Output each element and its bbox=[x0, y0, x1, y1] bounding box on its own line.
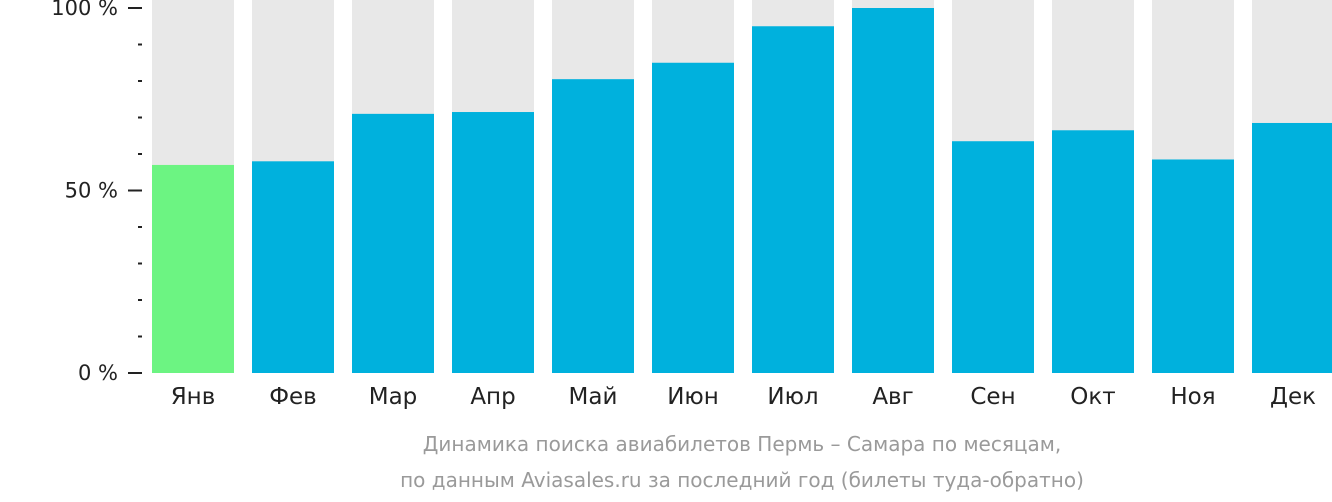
x-tick-label: Окт bbox=[1070, 384, 1115, 410]
x-axis-labels: Янв Фев Мар Апр Май Июн Июл Авг Сен Окт Ноя Дек bbox=[171, 384, 1316, 410]
x-tick-label: Ноя bbox=[1170, 384, 1215, 410]
y-axis: 100 % 50 % 0 % bbox=[51, 0, 142, 385]
y-tick-label: 100 % bbox=[51, 0, 118, 20]
caption-line-2: по данным Aviasales.ru за последний год … bbox=[400, 468, 1084, 492]
x-tick-label: Апр bbox=[470, 384, 515, 410]
bar-6 bbox=[752, 26, 834, 373]
caption-line-1: Динамика поиска авиабилетов Пермь – Сама… bbox=[423, 432, 1061, 456]
bar-7 bbox=[852, 8, 934, 373]
x-tick-label: Сен bbox=[970, 384, 1015, 410]
x-tick-label: Фев bbox=[269, 384, 317, 410]
bar-5 bbox=[652, 62, 734, 373]
x-tick-label: Июл bbox=[767, 384, 818, 410]
x-tick-label: Дек bbox=[1270, 384, 1316, 410]
bars bbox=[152, 8, 1332, 374]
bar-3 bbox=[452, 112, 534, 374]
bar-9 bbox=[1052, 130, 1134, 373]
y-tick-label: 0 % bbox=[78, 361, 118, 385]
bar-1 bbox=[252, 161, 334, 373]
bar-11 bbox=[1252, 122, 1332, 373]
bar-2 bbox=[352, 113, 434, 373]
x-tick-label: Май bbox=[569, 384, 618, 410]
bar-8 bbox=[952, 141, 1034, 373]
x-tick-label: Мар bbox=[369, 384, 418, 410]
x-tick-label: Янв bbox=[171, 384, 216, 410]
x-tick-label: Авг bbox=[872, 384, 913, 410]
y-tick-label: 50 % bbox=[65, 179, 118, 203]
bar-10 bbox=[1152, 159, 1234, 373]
bar-0 bbox=[152, 164, 234, 373]
x-tick-label: Июн bbox=[667, 384, 719, 410]
bar-4 bbox=[552, 79, 634, 374]
